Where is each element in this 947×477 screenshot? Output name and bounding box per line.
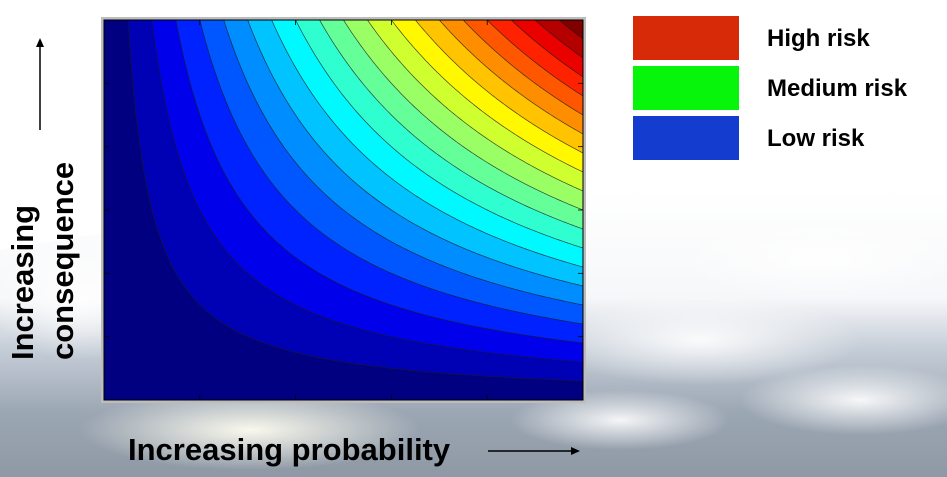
contour-line-10 — [343, 20, 583, 211]
contour-line-17 — [510, 20, 583, 78]
legend-swatch-medium-risk — [633, 66, 739, 110]
contour-line-12 — [391, 20, 583, 173]
legend-swatch-high-risk — [633, 16, 739, 60]
contour-plot — [101, 17, 586, 403]
legend: High risk Medium risk Low risk — [633, 16, 933, 166]
y-axis-label: Increasing consequence — [5, 161, 80, 360]
contour-line-4 — [199, 20, 583, 325]
legend-label-low-risk: Low risk — [767, 125, 865, 152]
contour-line-5 — [223, 20, 583, 306]
legend-swatch-low-risk — [633, 116, 739, 160]
contour-line-15 — [462, 20, 583, 116]
y-axis-arrow — [36, 38, 44, 130]
x-axis-arrow — [488, 447, 580, 455]
contour-line-2 — [151, 20, 583, 363]
contour-line-14 — [439, 20, 583, 135]
contour-line-13 — [415, 20, 583, 154]
legend-item-medium-risk: Medium risk — [633, 66, 933, 112]
legend-item-high-risk: High risk — [633, 16, 933, 62]
contour-line-11 — [367, 20, 583, 192]
contour-line-3 — [175, 20, 583, 344]
x-axis-label: Increasing probability — [128, 432, 451, 467]
contour-line-9 — [319, 20, 583, 230]
contour-line-19 — [558, 20, 583, 40]
contour-line-18 — [534, 20, 583, 59]
plot-axes-box — [103, 19, 584, 401]
contour-line-6 — [247, 20, 583, 287]
contour-line-7 — [271, 20, 583, 268]
legend-label-high-risk: High risk — [767, 25, 870, 52]
contour-line-1 — [127, 20, 583, 382]
risk-contour-chart — [101, 17, 586, 403]
contour-line-16 — [486, 20, 583, 97]
legend-label-medium-risk: Medium risk — [767, 75, 908, 102]
contour-line-8 — [295, 20, 583, 249]
legend-item-low-risk: Low risk — [633, 116, 933, 162]
contour-bands — [127, 20, 583, 382]
